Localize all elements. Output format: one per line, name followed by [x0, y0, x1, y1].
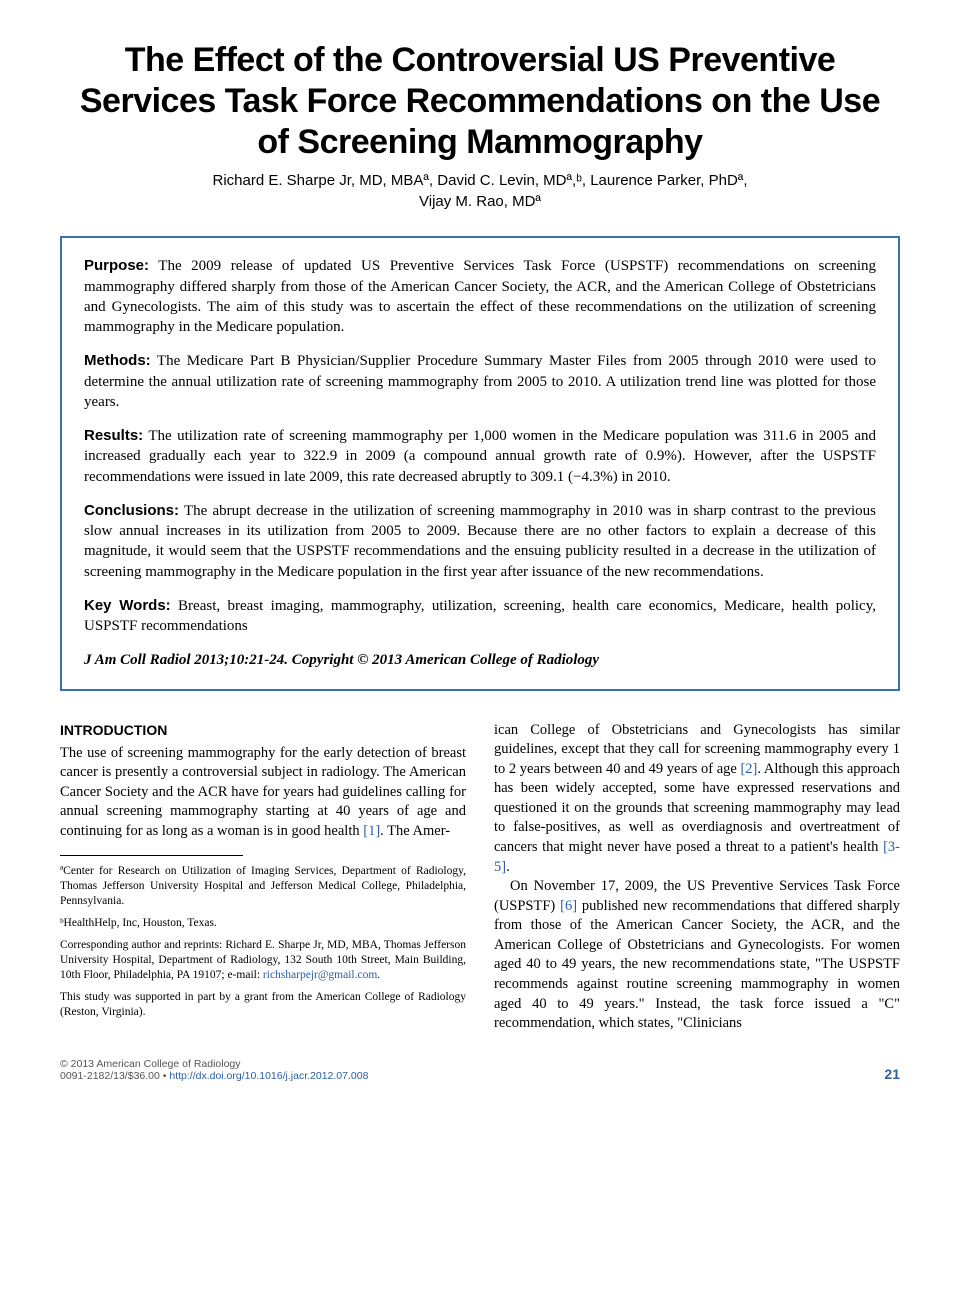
- authors-block: Richard E. Sharpe Jr, MD, MBAª, David C.…: [60, 170, 900, 212]
- body-columns: INTRODUCTION The use of screening mammog…: [60, 721, 900, 1034]
- authors-line-2: Vijay M. Rao, MDª: [419, 193, 541, 210]
- right-text-2-end: published new recommendations that diffe…: [494, 898, 900, 1031]
- issn-price: 0091-2182/13/$36.00 •: [60, 1070, 169, 1082]
- results-text: The utilization rate of screening mammog…: [84, 428, 876, 485]
- email-link[interactable]: richsharpejr@gmail.com: [263, 969, 377, 981]
- keywords-label: Key Words:: [84, 597, 171, 614]
- conclusions-text: The abrupt decrease in the utilization o…: [84, 503, 876, 580]
- intro-text-1-end: . The Amer-: [380, 823, 450, 839]
- purpose-label: Purpose:: [84, 257, 149, 274]
- reference-link-6[interactable]: [6]: [560, 898, 577, 914]
- footnote-affiliation-a: ªCenter for Research on Utilization of I…: [60, 864, 466, 909]
- conclusions-label: Conclusions:: [84, 502, 179, 519]
- introduction-heading: INTRODUCTION: [60, 721, 466, 740]
- abstract-results: Results: The utilization rate of screeni…: [84, 426, 876, 487]
- doi-link[interactable]: http://dx.doi.org/10.1016/j.jacr.2012.07…: [169, 1070, 368, 1082]
- page-footer: © 2013 American College of Radiology 009…: [60, 1058, 900, 1082]
- right-text-1-end: .: [506, 859, 510, 875]
- citation: J Am Coll Radiol 2013;10:21-24. Copyrigh…: [84, 650, 876, 670]
- article-title: The Effect of the Controversial US Preve…: [60, 40, 900, 162]
- footnote-corr-post: .: [377, 969, 380, 981]
- copyright-text: © 2013 American College of Radiology: [60, 1058, 241, 1070]
- abstract-box: Purpose: The 2009 release of updated US …: [60, 236, 900, 690]
- methods-label: Methods:: [84, 352, 151, 369]
- footer-left: © 2013 American College of Radiology 009…: [60, 1058, 368, 1082]
- footnote-divider: [60, 855, 243, 856]
- intro-paragraph-right-2: On November 17, 2009, the US Preventive …: [494, 877, 900, 1034]
- reference-link-1[interactable]: [1]: [363, 823, 380, 839]
- authors-line-1: Richard E. Sharpe Jr, MD, MBAª, David C.…: [212, 172, 747, 189]
- results-label: Results:: [84, 427, 143, 444]
- footnote-corresponding: Corresponding author and reprints: Richa…: [60, 938, 466, 983]
- page-number: 21: [884, 1066, 900, 1082]
- intro-paragraph-left: The use of screening mammography for the…: [60, 744, 466, 842]
- right-column: ican College of Obstetricians and Gyneco…: [494, 721, 900, 1034]
- keywords-text: Breast, breast imaging, mammography, uti…: [84, 598, 876, 634]
- methods-text: The Medicare Part B Physician/Supplier P…: [84, 353, 876, 410]
- footnote-support: This study was supported in part by a gr…: [60, 990, 466, 1020]
- purpose-text: The 2009 release of updated US Preventiv…: [84, 258, 876, 335]
- abstract-keywords: Key Words: Breast, breast imaging, mammo…: [84, 596, 876, 637]
- footnote-affiliation-b: ᵇHealthHelp, Inc, Houston, Texas.: [60, 916, 466, 931]
- abstract-purpose: Purpose: The 2009 release of updated US …: [84, 256, 876, 337]
- abstract-methods: Methods: The Medicare Part B Physician/S…: [84, 351, 876, 412]
- abstract-conclusions: Conclusions: The abrupt decrease in the …: [84, 501, 876, 582]
- left-column: INTRODUCTION The use of screening mammog…: [60, 721, 466, 1034]
- intro-paragraph-right-1: ican College of Obstetricians and Gyneco…: [494, 721, 900, 878]
- reference-link-2[interactable]: [2]: [740, 761, 757, 777]
